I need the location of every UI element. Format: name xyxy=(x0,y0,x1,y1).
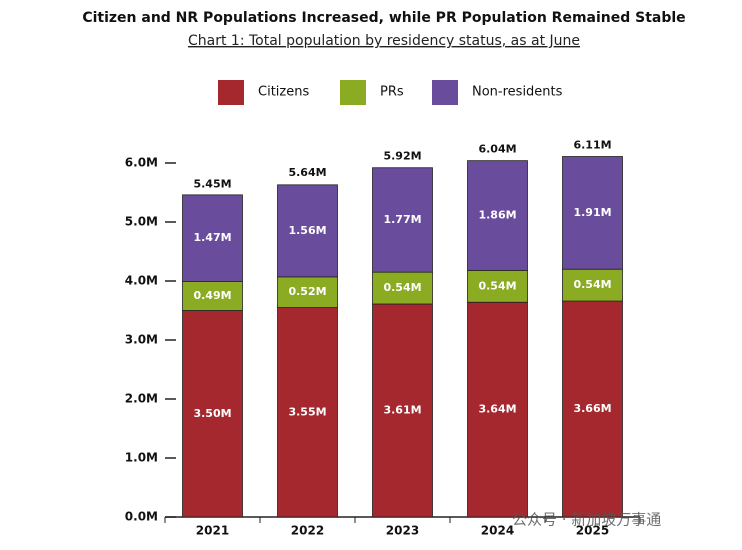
y-tick-label: 4.0M xyxy=(125,274,158,288)
bar-segment xyxy=(182,194,243,282)
total-label: 5.45M xyxy=(193,177,231,190)
bar-segment xyxy=(182,281,243,311)
bar-segment xyxy=(182,310,243,518)
bar-segment xyxy=(277,276,338,308)
chart-title: Citizen and NR Populations Increased, wh… xyxy=(82,10,685,26)
bar-segment xyxy=(562,300,623,518)
x-tick-label: 2023 xyxy=(386,524,419,538)
y-tick-label: 1.0M xyxy=(125,451,158,465)
segment-label: 0.52M xyxy=(288,285,326,298)
bar-segment xyxy=(372,303,433,518)
y-tick-label: 0.0M xyxy=(125,510,158,524)
bar-segment xyxy=(372,167,433,273)
segment-label: 3.64M xyxy=(478,403,516,416)
bar-segment xyxy=(562,156,623,270)
bar-segment xyxy=(372,271,433,305)
bar-segment xyxy=(467,301,528,518)
legend-swatch xyxy=(218,80,244,105)
bar-segment xyxy=(467,269,528,303)
x-tick-label: 2021 xyxy=(196,524,229,538)
segment-label: 1.47M xyxy=(193,231,231,244)
segment-label: 1.91M xyxy=(573,206,611,219)
legend-swatch xyxy=(432,80,458,105)
y-tick-label: 3.0M xyxy=(125,333,158,347)
bar-segment xyxy=(562,268,623,302)
legend-label: Citizens xyxy=(258,85,309,100)
segment-label: 1.86M xyxy=(478,209,516,222)
segment-label: 3.66M xyxy=(573,402,611,415)
bar-segment xyxy=(467,160,528,271)
legend-label: PRs xyxy=(380,85,404,100)
total-label: 6.11M xyxy=(573,139,611,152)
chart-subtitle: Chart 1: Total population by residency s… xyxy=(188,33,580,49)
total-label: 5.92M xyxy=(383,150,421,163)
segment-label: 1.56M xyxy=(288,224,326,237)
x-tick-label: 2025 xyxy=(576,524,609,538)
legend-swatch xyxy=(340,80,366,105)
y-tick-label: 2.0M xyxy=(125,392,158,406)
bar-segment xyxy=(277,184,338,278)
segment-label: 0.49M xyxy=(193,289,231,302)
segment-label: 3.61M xyxy=(383,404,421,417)
total-label: 6.04M xyxy=(478,143,516,156)
x-tick-label: 2024 xyxy=(481,524,514,538)
segment-label: 0.54M xyxy=(478,279,516,292)
segment-label: 0.54M xyxy=(573,278,611,291)
segment-label: 3.50M xyxy=(193,407,231,420)
segment-label: 1.77M xyxy=(383,213,421,226)
segment-label: 0.54M xyxy=(383,281,421,294)
segment-label: 3.55M xyxy=(288,405,326,418)
y-tick-label: 6.0M xyxy=(125,156,158,170)
total-label: 5.64M xyxy=(288,166,326,179)
legend-label: Non-residents xyxy=(472,85,563,100)
bar-segment xyxy=(277,307,338,518)
x-tick-label: 2022 xyxy=(291,524,324,538)
y-tick-label: 5.0M xyxy=(125,215,158,229)
watermark: 公众号 · 新加坡万事通 xyxy=(512,511,661,529)
